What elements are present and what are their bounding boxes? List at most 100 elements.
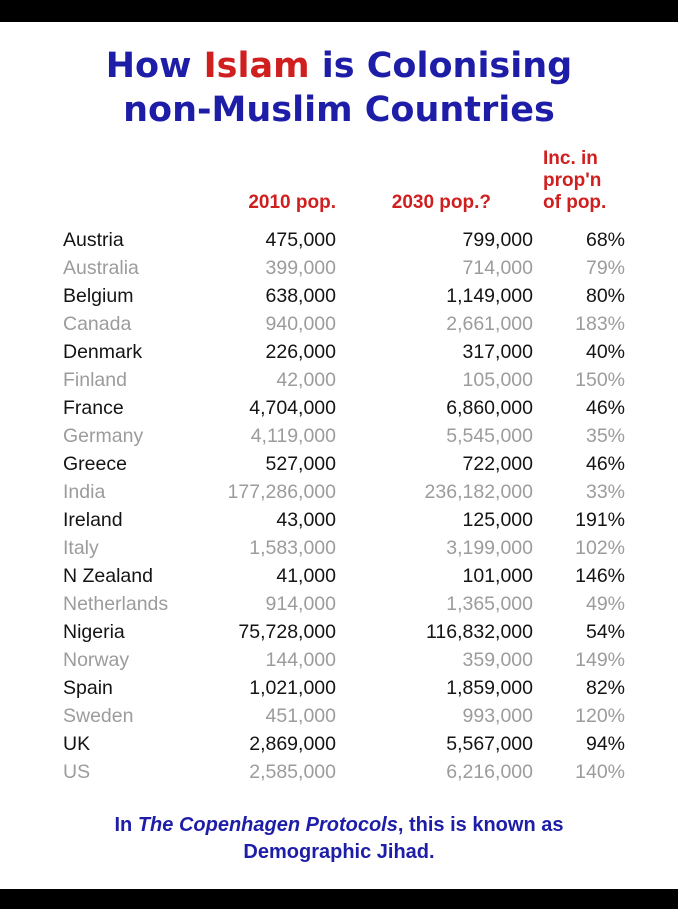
cell-increase: 54% [585, 621, 625, 643]
cell-country: Norway [63, 649, 130, 671]
population-table: 2010 pop. 2030 pop.? Inc. in prop'n of p… [63, 148, 625, 786]
cell-country: France [63, 397, 124, 419]
column-header-2010-pop: 2010 pop. [248, 192, 336, 213]
cell-pop-2030: 799,000 [462, 229, 534, 251]
cell-pop-2010: 914,000 [265, 593, 337, 615]
cell-increase: 79% [585, 257, 625, 279]
column-header-2030-pop: 2030 pop.? [391, 192, 491, 213]
cell-increase: 140% [575, 761, 625, 783]
footer-text-pre: In [114, 814, 138, 836]
cell-country: Italy [63, 537, 99, 559]
cell-pop-2030: 1,365,000 [446, 593, 533, 615]
cell-increase: 146% [575, 565, 625, 587]
cell-country: Germany [63, 425, 144, 447]
cell-pop-2010: 2,869,000 [249, 733, 336, 755]
table-row: Greece 527,000 722,000 46% [63, 450, 625, 478]
content-sheet: How Islam is Colonising non-Muslim Count… [0, 22, 678, 889]
table-row: France 4,704,000 6,860,000 46% [63, 394, 625, 422]
table-row: Germany 4,119,000 5,545,000 35% [63, 422, 625, 450]
table-header: 2010 pop. 2030 pop.? Inc. in prop'n of p… [63, 148, 625, 214]
cell-country: Sweden [63, 705, 134, 727]
page-title: How Islam is Colonising non-Muslim Count… [0, 44, 678, 132]
cell-pop-2010: 42,000 [276, 369, 336, 391]
cell-pop-2010: 527,000 [265, 453, 337, 475]
cell-pop-2010: 2,585,000 [249, 761, 336, 783]
cell-pop-2010: 940,000 [265, 313, 337, 335]
column-header-increase-line3: of pop. [543, 192, 607, 213]
table-row: Australia 399,000 714,000 79% [63, 254, 625, 282]
cell-increase: 49% [585, 593, 625, 615]
cell-pop-2030: 3,199,000 [446, 537, 533, 559]
cell-pop-2030: 5,567,000 [446, 733, 533, 755]
column-header-increase-line2: prop'n [543, 170, 602, 191]
cell-pop-2030: 2,661,000 [446, 313, 533, 335]
cell-pop-2030: 1,859,000 [446, 677, 533, 699]
cell-country: Netherlands [63, 593, 169, 615]
cell-pop-2010: 177,286,000 [227, 481, 336, 503]
cell-pop-2030: 1,149,000 [446, 285, 533, 307]
cell-pop-2030: 6,216,000 [446, 761, 533, 783]
footer-text-post: , this is known as [397, 814, 564, 836]
cell-pop-2030: 714,000 [462, 257, 534, 279]
cell-increase: 183% [575, 313, 625, 335]
cell-increase: 33% [585, 481, 625, 503]
cell-increase: 94% [585, 733, 625, 755]
title-text-post: is Colonising [309, 46, 573, 86]
title-text-islam: Islam [203, 46, 310, 86]
cell-pop-2010: 4,704,000 [249, 397, 336, 419]
cell-pop-2010: 638,000 [265, 285, 337, 307]
cell-pop-2010: 41,000 [276, 565, 336, 587]
cell-country: Finland [63, 369, 127, 391]
cell-country: UK [63, 733, 91, 755]
cell-pop-2010: 43,000 [276, 509, 336, 531]
cell-increase: 191% [575, 509, 625, 531]
footer-text-italic: The Copenhagen Protocols [137, 814, 398, 836]
footer-line-2: Demographic Jihad. [243, 841, 435, 863]
table-row: N Zealand 41,000 101,000 146% [63, 562, 625, 590]
cell-pop-2030: 722,000 [462, 453, 534, 475]
table-row: Norway 144,000 359,000 149% [63, 646, 625, 674]
cell-country: Greece [63, 453, 127, 475]
cell-country: US [63, 761, 91, 783]
cell-pop-2010: 4,119,000 [250, 425, 336, 447]
cell-increase: 46% [585, 397, 625, 419]
cell-increase: 149% [575, 649, 625, 671]
column-header-increase-line1: Inc. in [543, 148, 598, 169]
cell-pop-2030: 101,000 [462, 565, 534, 587]
cell-pop-2030: 105,000 [462, 369, 534, 391]
table-row: Netherlands 914,000 1,365,000 49% [63, 590, 625, 618]
cell-country: Ireland [63, 509, 123, 531]
cell-country: N Zealand [63, 565, 153, 587]
cell-pop-2030: 5,545,000 [446, 425, 533, 447]
cell-pop-2010: 1,583,000 [249, 537, 336, 559]
cell-country: Belgium [63, 285, 134, 307]
title-line-1: How Islam is Colonising [0, 44, 678, 88]
table-row: Belgium 638,000 1,149,000 80% [63, 282, 625, 310]
table-row: Spain 1,021,000 1,859,000 82% [63, 674, 625, 702]
cell-increase: 68% [585, 229, 625, 251]
footer-line-1: In The Copenhagen Protocols, this is kno… [0, 812, 678, 839]
cell-pop-2030: 317,000 [462, 341, 534, 363]
cell-pop-2030: 236,182,000 [424, 481, 533, 503]
cell-country: Nigeria [63, 621, 125, 643]
table-row: Nigeria 75,728,000 116,832,000 54% [63, 618, 625, 646]
cell-pop-2010: 226,000 [265, 341, 337, 363]
table-row: India 177,286,000 236,182,000 33% [63, 478, 625, 506]
table-row: US 2,585,000 6,216,000 140% [63, 758, 625, 786]
table-row: Sweden 451,000 993,000 120% [63, 702, 625, 730]
cell-country: Australia [63, 257, 139, 279]
table-row: Canada 940,000 2,661,000 183% [63, 310, 625, 338]
cell-pop-2030: 359,000 [462, 649, 534, 671]
table-row: Austria 475,000 799,000 68% [63, 226, 625, 254]
cell-pop-2010: 75,728,000 [238, 621, 336, 643]
cell-increase: 150% [575, 369, 625, 391]
cell-pop-2030: 6,860,000 [446, 397, 533, 419]
cell-pop-2030: 116,832,000 [426, 621, 533, 643]
cell-pop-2010: 1,021,000 [249, 677, 336, 699]
table-row: Italy 1,583,000 3,199,000 102% [63, 534, 625, 562]
cell-pop-2010: 451,000 [265, 705, 337, 727]
cell-increase: 46% [585, 453, 625, 475]
cell-country: Spain [63, 677, 113, 699]
table-row: UK 2,869,000 5,567,000 94% [63, 730, 625, 758]
